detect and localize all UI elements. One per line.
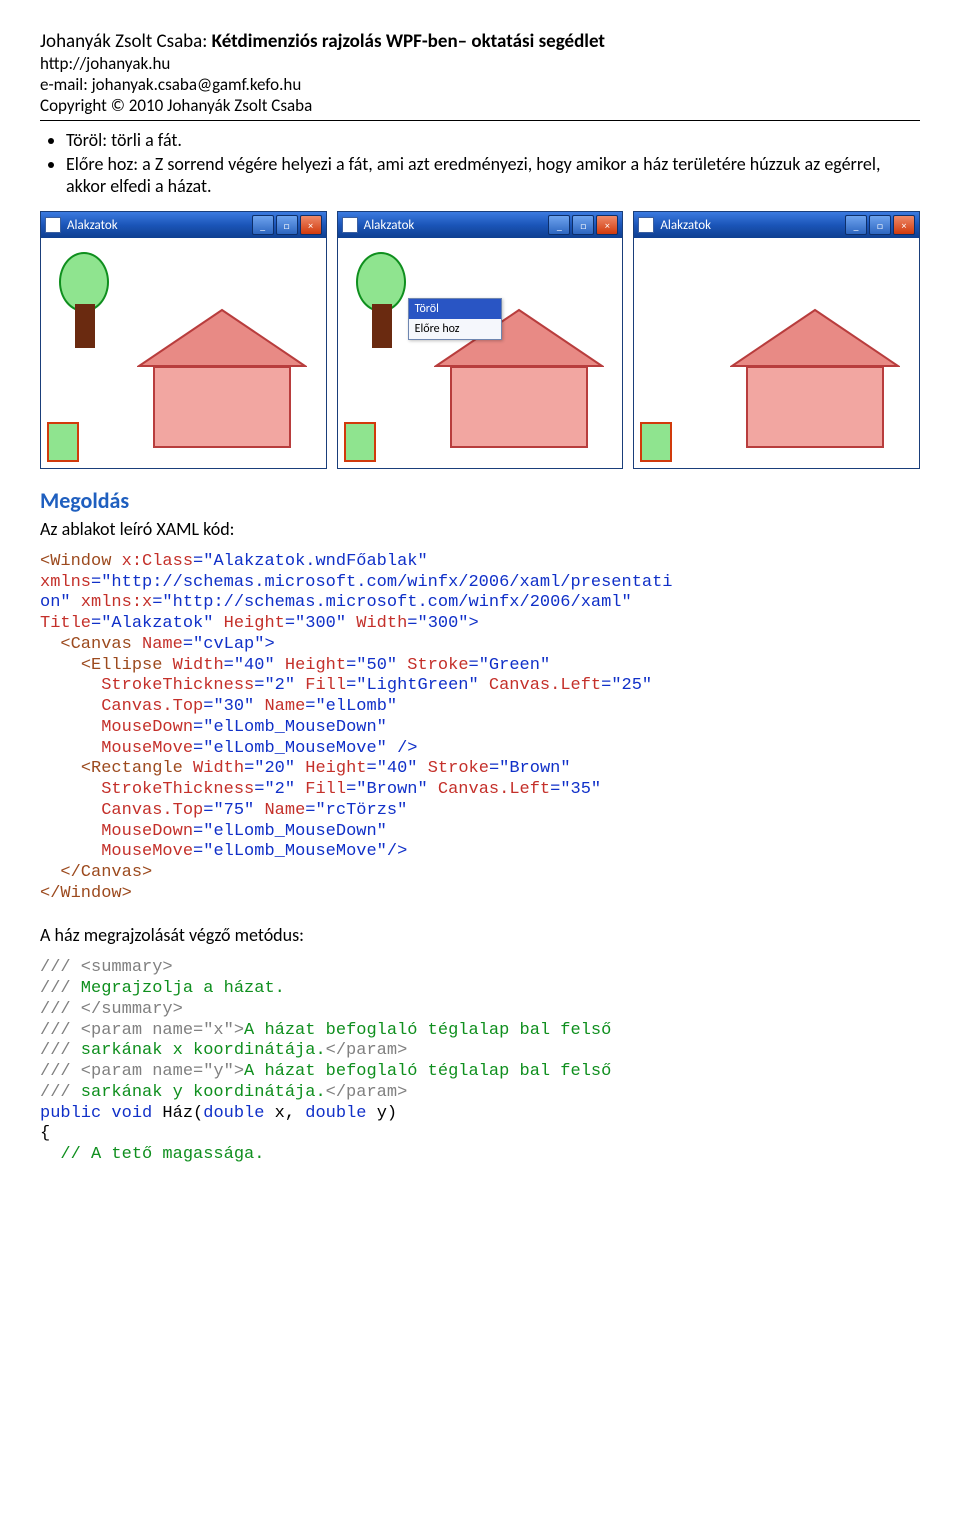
maximize-button[interactable]: □	[276, 215, 298, 235]
close-button[interactable]: ×	[596, 215, 618, 235]
section-title-megoldas: Megoldás	[40, 487, 920, 514]
house-body	[746, 366, 884, 448]
xaml-code-block: <Window x:Class="Alakzatok.wndFőablak" x…	[40, 552, 920, 904]
titlebar: Alakzatok _ □ ×	[338, 212, 623, 238]
tree-trunk[interactable]	[372, 304, 392, 348]
window-alakzatok-3: Alakzatok _ □ ×	[633, 211, 920, 469]
window-title: Alakzatok	[364, 218, 415, 233]
window-alakzatok-1: Alakzatok _ □ ×	[40, 211, 327, 469]
window-title: Alakzatok	[660, 218, 711, 233]
method-intro: A ház megrajzolását végző metódus:	[40, 924, 920, 946]
menu-item-elorehoz[interactable]: Előre hoz	[409, 319, 501, 339]
doc-url: http://johanyak.hu	[40, 53, 920, 74]
house-roof	[730, 308, 900, 368]
house-roof	[137, 308, 307, 368]
doc-email: e-mail: johanyak.csaba@gamf.kefo.hu	[40, 74, 920, 95]
bullet-item: Töröl: törli a fát.	[66, 129, 920, 151]
maximize-button[interactable]: □	[869, 215, 891, 235]
context-menu: Töröl Előre hoz	[408, 298, 502, 340]
titlebar: Alakzatok _ □ ×	[41, 212, 326, 238]
close-button[interactable]: ×	[893, 215, 915, 235]
tree-crown[interactable]	[356, 252, 406, 312]
minimize-button[interactable]: _	[252, 215, 274, 235]
window-title: Alakzatok	[67, 218, 118, 233]
csharp-code-block: /// <summary> /// Megrajzolja a házat. /…	[40, 958, 920, 1165]
doc-header: Johanyák Zsolt Csaba: Kétdimenziós rajzo…	[40, 30, 920, 53]
close-button[interactable]: ×	[300, 215, 322, 235]
titlebar: Alakzatok _ □ ×	[634, 212, 919, 238]
small-rectangle[interactable]	[344, 422, 376, 462]
doc-title: Kétdimenziós rajzolás WPF-ben– oktatási …	[212, 30, 605, 53]
window-icon	[45, 217, 61, 233]
canvas-area: Töröl Előre hoz	[338, 238, 623, 468]
house-body	[450, 366, 588, 448]
bullet-list: Töröl: törli a fát. Előre hoz: a Z sorre…	[40, 129, 920, 197]
screenshot-row: Alakzatok _ □ × Alakzatok _ □ ×	[40, 211, 920, 469]
window-alakzatok-2: Alakzatok _ □ × Töröl Előre hoz	[337, 211, 624, 469]
author-name: Johanyák Zsolt Csaba:	[40, 30, 212, 53]
bullet-item: Előre hoz: a Z sorrend végére helyezi a …	[66, 153, 920, 197]
small-rectangle[interactable]	[47, 422, 79, 462]
small-rectangle[interactable]	[640, 422, 672, 462]
window-icon	[342, 217, 358, 233]
house-body	[153, 366, 291, 448]
menu-item-torol[interactable]: Töröl	[409, 299, 501, 319]
maximize-button[interactable]: □	[572, 215, 594, 235]
window-icon	[638, 217, 654, 233]
tree-crown[interactable]	[59, 252, 109, 312]
canvas-area	[634, 238, 919, 468]
doc-copyright: Copyright © 2010 Johanyák Zsolt Csaba	[40, 95, 920, 116]
minimize-button[interactable]: _	[548, 215, 570, 235]
section-intro: Az ablakot leíró XAML kód:	[40, 518, 920, 540]
canvas-area	[41, 238, 326, 468]
minimize-button[interactable]: _	[845, 215, 867, 235]
header-divider	[40, 120, 920, 121]
tree-trunk[interactable]	[75, 304, 95, 348]
